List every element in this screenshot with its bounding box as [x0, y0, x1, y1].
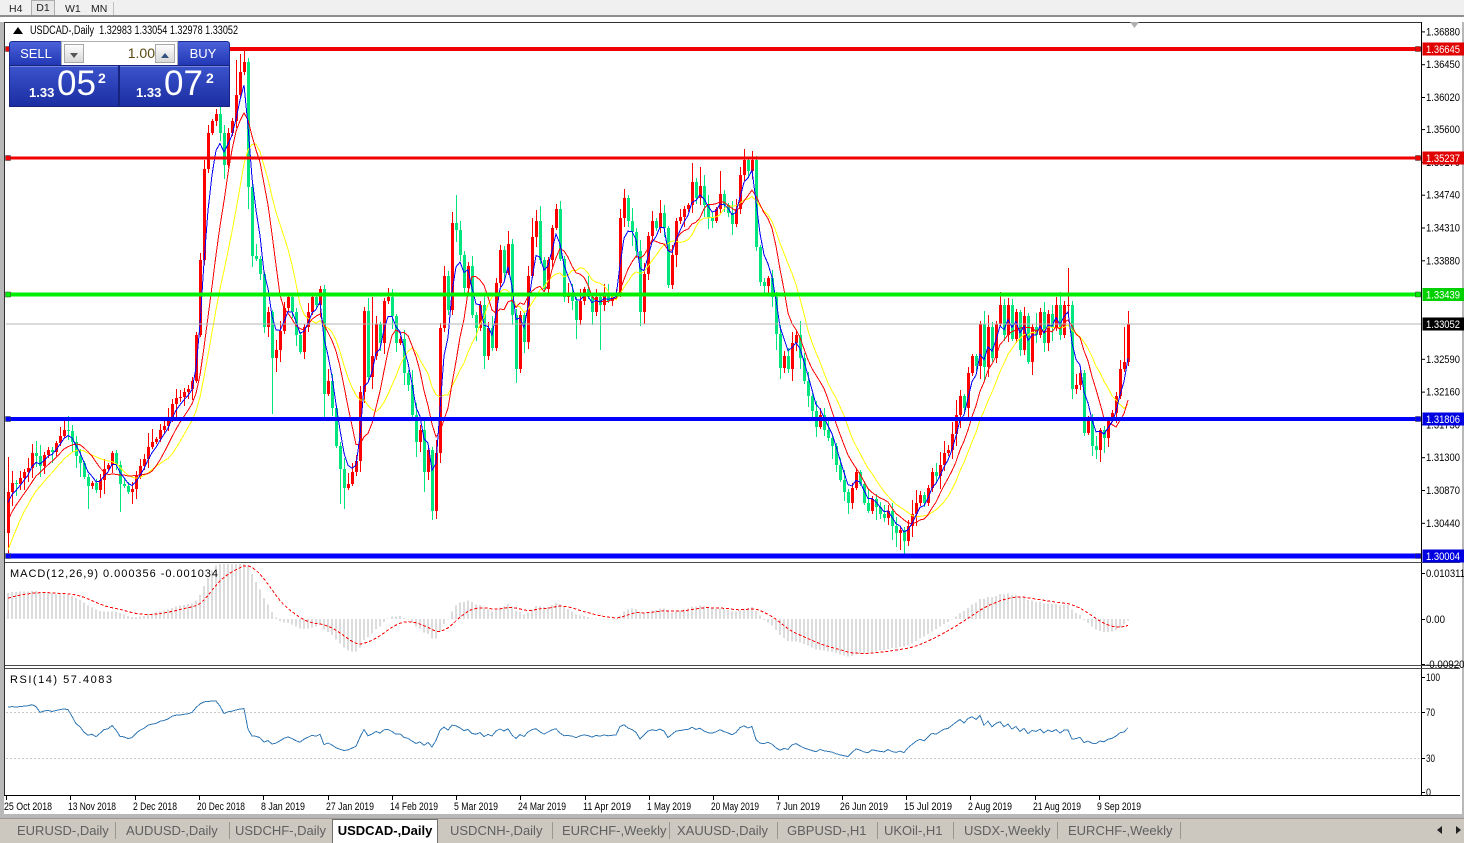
svg-text:2 Dec 2018: 2 Dec 2018 [133, 801, 177, 813]
svg-text:1.36020: 1.36020 [1426, 92, 1460, 104]
svg-text:14 Feb 2019: 14 Feb 2019 [390, 801, 438, 813]
svg-text:9 Sep 2019: 9 Sep 2019 [1097, 801, 1141, 813]
svg-text:27 Jan 2019: 27 Jan 2019 [326, 801, 374, 813]
svg-text:15 Jul 2019: 15 Jul 2019 [904, 801, 952, 813]
svg-text:RSI(14) 57.4083: RSI(14) 57.4083 [10, 674, 112, 686]
svg-text:25 Oct 2018: 25 Oct 2018 [4, 801, 52, 813]
svg-text:1.31300: 1.31300 [1426, 452, 1460, 464]
svg-text:30: 30 [1426, 753, 1435, 765]
svg-text:7 Jun 2019: 7 Jun 2019 [776, 801, 820, 813]
svg-text:1.34310: 1.34310 [1426, 223, 1460, 235]
svg-text:-0.009203: -0.009203 [1426, 659, 1464, 671]
svg-text:8 Jan 2019: 8 Jan 2019 [261, 801, 305, 813]
svg-text:1.32160: 1.32160 [1426, 387, 1460, 399]
svg-text:20 May 2019: 20 May 2019 [711, 801, 759, 813]
svg-text:100: 100 [1426, 672, 1440, 684]
svg-text:0: 0 [1426, 787, 1431, 799]
svg-text:0.010311: 0.010311 [1426, 568, 1464, 580]
svg-text:1.33052: 1.33052 [1426, 319, 1460, 331]
svg-text:1.30440: 1.30440 [1426, 518, 1460, 530]
svg-text:24 Mar 2019: 24 Mar 2019 [518, 801, 566, 813]
svg-text:1.30004: 1.30004 [1426, 551, 1460, 563]
svg-text:5 Mar 2019: 5 Mar 2019 [454, 801, 498, 813]
svg-text:20 Dec 2018: 20 Dec 2018 [197, 801, 245, 813]
svg-text:1.36450: 1.36450 [1426, 59, 1460, 71]
svg-text:1 May 2019: 1 May 2019 [647, 801, 691, 813]
svg-text:2 Aug 2019: 2 Aug 2019 [968, 801, 1012, 813]
svg-text:1.31806: 1.31806 [1426, 414, 1460, 426]
svg-text:70: 70 [1426, 707, 1435, 719]
svg-text:1.32590: 1.32590 [1426, 354, 1460, 366]
svg-text:1.36645: 1.36645 [1426, 44, 1460, 56]
svg-text:1.30870: 1.30870 [1426, 485, 1460, 497]
svg-text:26 Jun 2019: 26 Jun 2019 [840, 801, 888, 813]
svg-text:MACD(12,26,9) 0.000356 -0.0010: MACD(12,26,9) 0.000356 -0.001034 [10, 568, 218, 580]
svg-text:21 Aug 2019: 21 Aug 2019 [1033, 801, 1081, 813]
svg-text:11 Apr 2019: 11 Apr 2019 [583, 801, 631, 813]
svg-text:1.34740: 1.34740 [1426, 190, 1460, 202]
svg-text:1.33880: 1.33880 [1426, 255, 1460, 267]
svg-text:1.35600: 1.35600 [1426, 124, 1460, 136]
svg-text:1.33439: 1.33439 [1426, 290, 1460, 302]
svg-text:1.36880: 1.36880 [1426, 26, 1460, 38]
svg-text:0.00: 0.00 [1426, 614, 1445, 626]
svg-text:13 Nov 2018: 13 Nov 2018 [68, 801, 116, 813]
svg-text:USDCAD-,Daily 1.32983 1.33054: USDCAD-,Daily 1.32983 1.33054 1.32978 1.… [30, 25, 238, 37]
svg-text:1.35237: 1.35237 [1426, 153, 1460, 165]
